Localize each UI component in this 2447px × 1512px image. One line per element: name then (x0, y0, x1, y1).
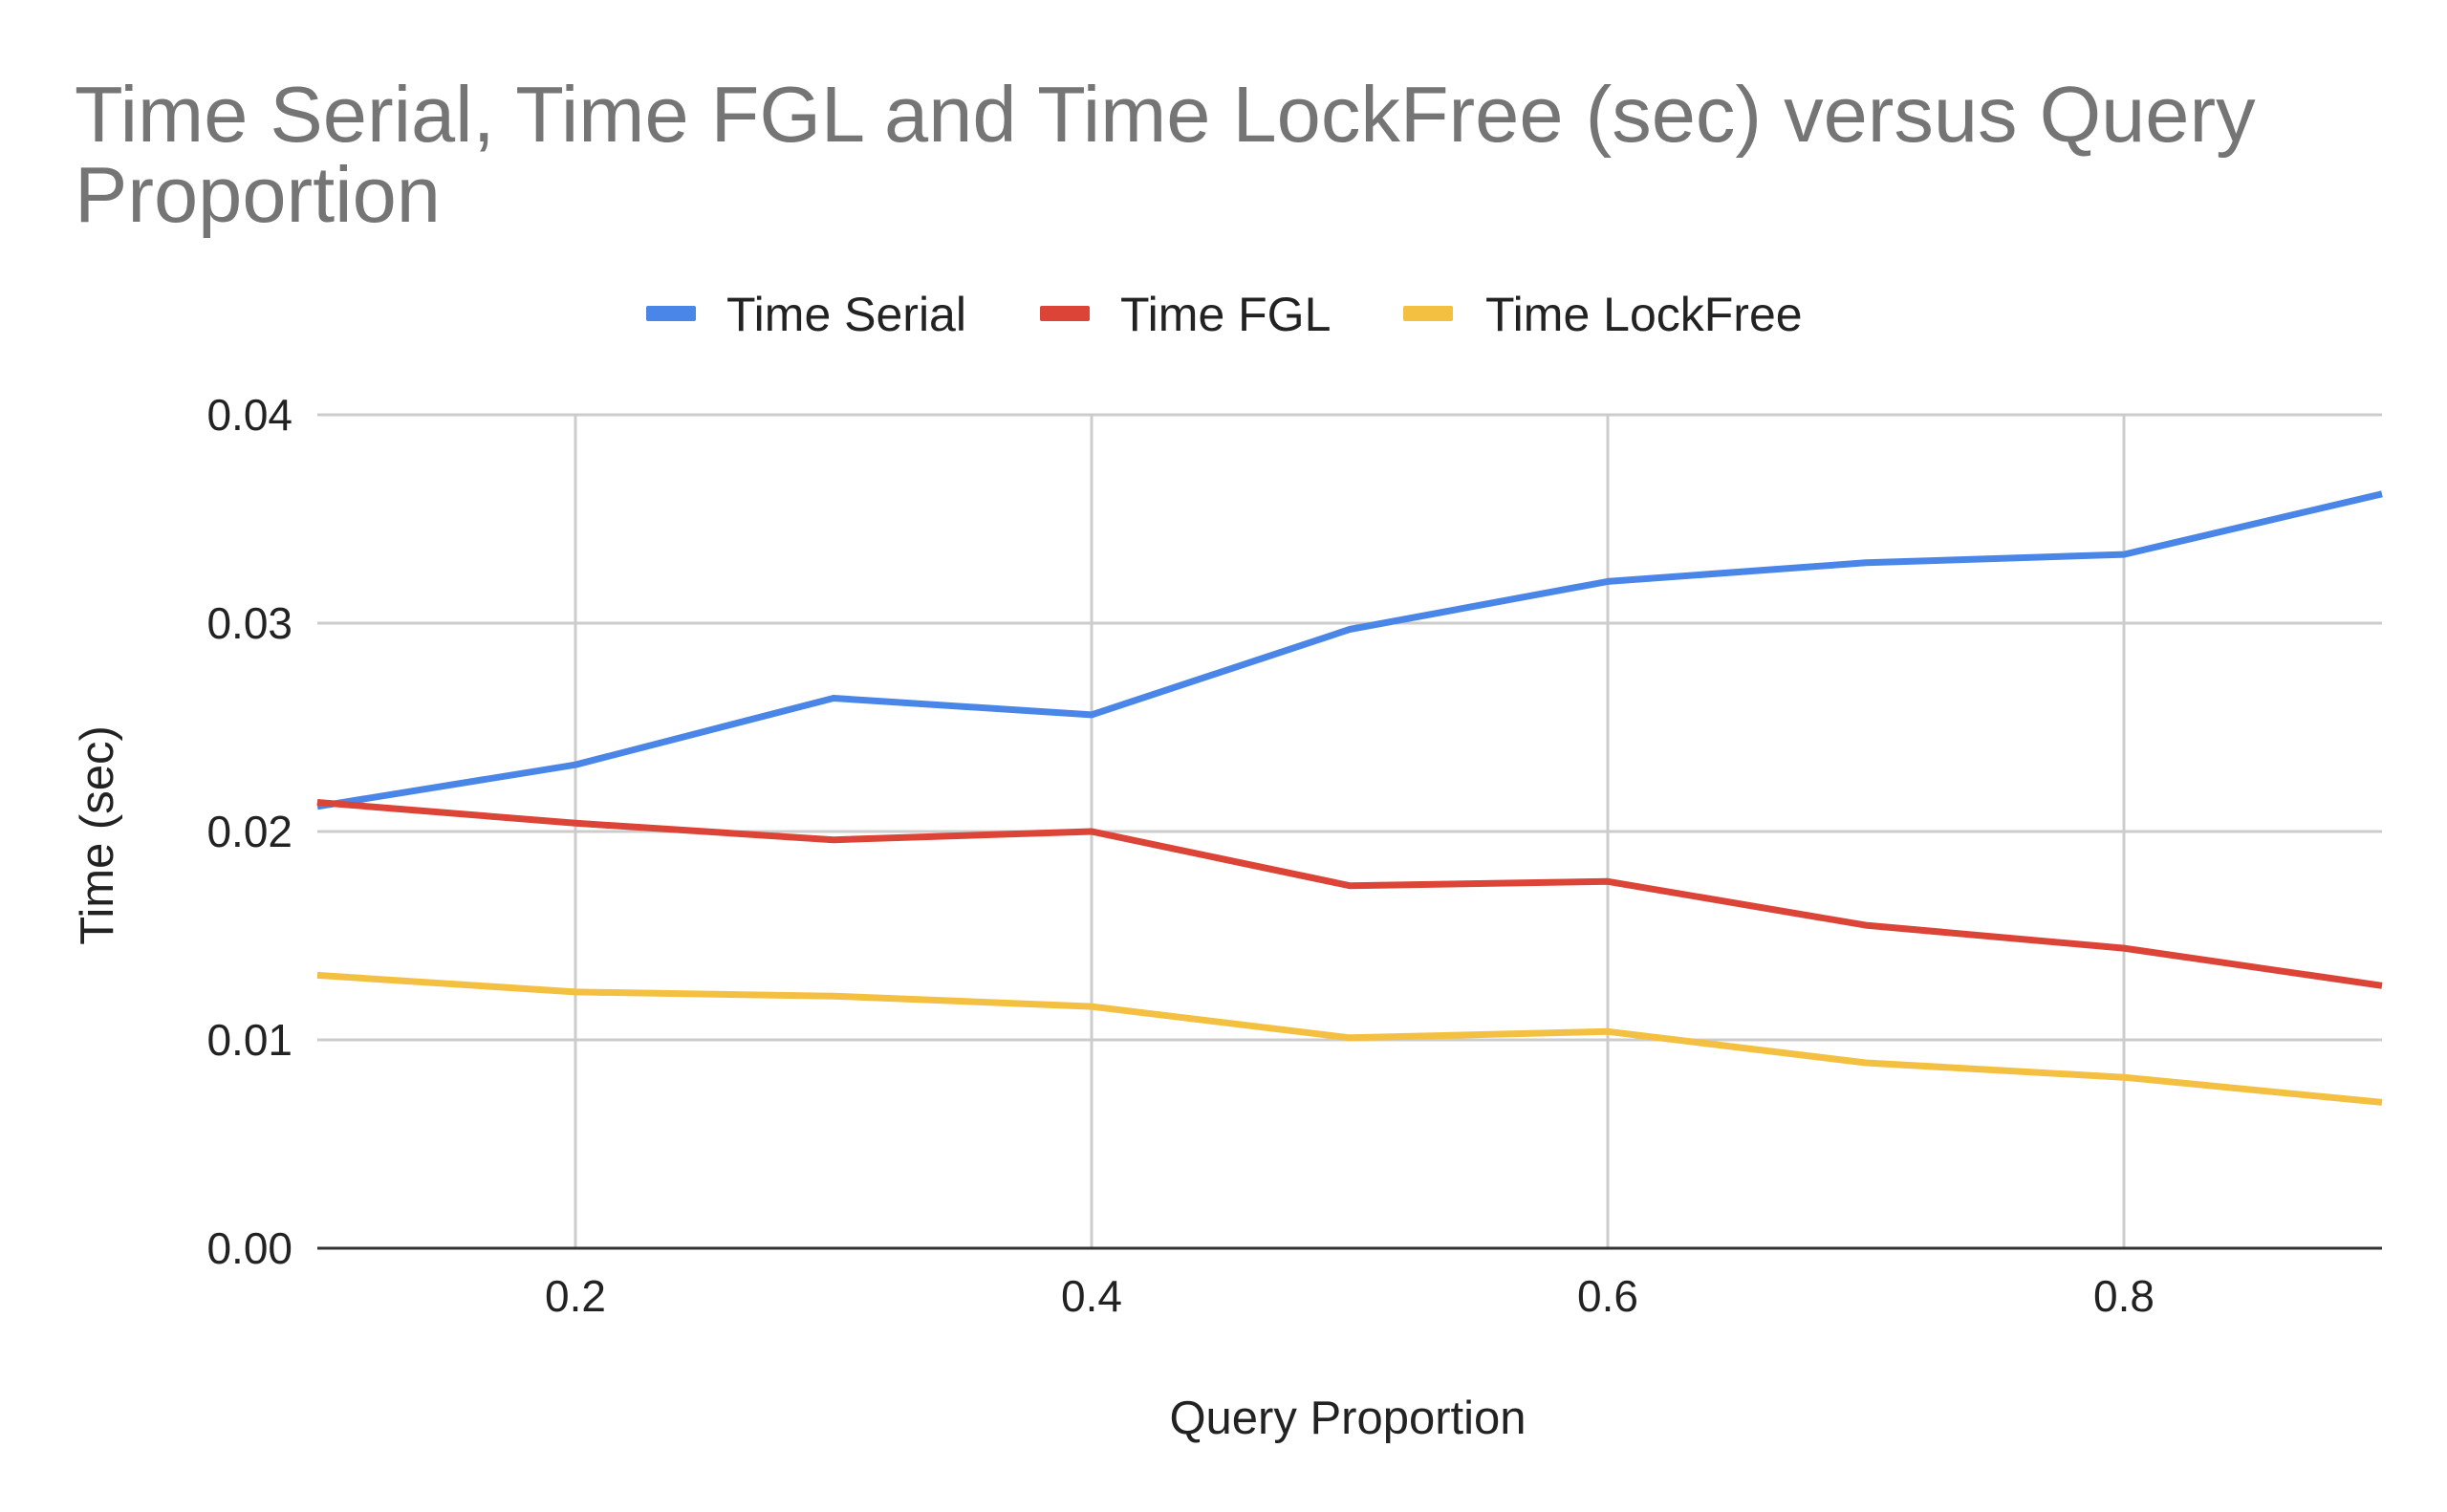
x-tick-label: 0.4 (1061, 1271, 1122, 1321)
legend-swatch-time-lockfree (1403, 306, 1453, 321)
y-tick-label: 0.03 (206, 598, 292, 648)
y-tick-label: 0.02 (206, 807, 292, 856)
x-tick-label: 0.2 (545, 1271, 606, 1321)
series-line-time-fgl (316, 799, 2383, 989)
legend: Time Serial Time FGL Time LockFree (646, 288, 1803, 341)
y-axis-title: Time (sec) (72, 725, 123, 945)
series-line-time-serial (316, 490, 2383, 810)
chart-title-line-2: Proportion (75, 150, 441, 239)
legend-swatch-time-fgl (1040, 306, 1090, 321)
x-axis-title: Query Proportion (1169, 1393, 1526, 1444)
x-tick-labels: 0.2 0.4 0.6 0.8 (545, 1271, 2155, 1321)
series-line-time-lockfree (316, 971, 2383, 1106)
x-tick-label: 0.6 (1577, 1271, 1638, 1321)
legend-label-time-serial: Time Serial (726, 288, 966, 341)
legend-swatch-time-serial (646, 306, 696, 321)
y-tick-label: 0.01 (206, 1015, 292, 1065)
legend-label-time-lockfree: Time LockFree (1485, 288, 1803, 341)
y-tick-label: 0.04 (206, 390, 292, 440)
chart-title-line-1: Time Serial, Time FGL and Time LockFree … (75, 70, 2256, 159)
x-tick-label: 0.8 (2093, 1271, 2155, 1321)
y-tick-label: 0.00 (206, 1223, 292, 1273)
legend-label-time-fgl: Time FGL (1120, 288, 1331, 341)
y-tick-labels: 0.00 0.01 0.02 0.03 0.04 (206, 390, 292, 1273)
series-lines (316, 490, 2383, 1106)
